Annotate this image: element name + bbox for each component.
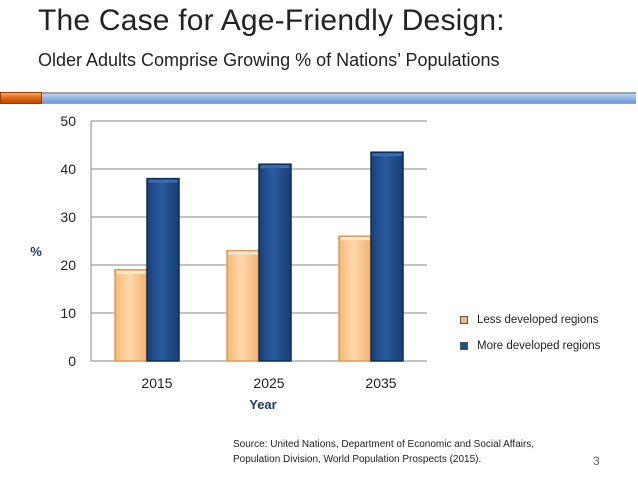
legend-item-more-developed: More developed regions xyxy=(460,338,600,354)
bar-highlight xyxy=(116,270,146,274)
bar-more-developed-2015 xyxy=(146,177,180,362)
legend-item-less-developed: Less developed regions xyxy=(460,312,600,328)
source-line-2: Population Division, World Population Pr… xyxy=(233,454,482,465)
y-axis-title: % xyxy=(30,244,42,259)
chart-legend: Less developed regions More developed re… xyxy=(460,312,600,364)
y-tick-label: 0 xyxy=(68,353,76,369)
slide-subtitle: Older Adults Comprise Growing % of Natio… xyxy=(38,50,500,70)
bar-more-developed-2035 xyxy=(370,151,404,362)
bar-highlight xyxy=(340,237,370,241)
page-number: 3 xyxy=(593,454,600,468)
x-axis-title: Year xyxy=(249,397,276,412)
bar-more-developed-2025 xyxy=(258,163,292,362)
bar-less-developed-2015 xyxy=(114,269,148,362)
bar-highlight xyxy=(148,179,178,183)
slide-title: The Case for Age-Friendly Design: xyxy=(38,4,505,37)
title-divider xyxy=(0,92,638,106)
x-tick-label: 2035 xyxy=(365,375,396,391)
y-tick-label: 30 xyxy=(60,209,76,225)
bar-less-developed-2025 xyxy=(226,249,260,362)
legend-swatch-less-developed xyxy=(460,316,468,324)
y-tick-label: 40 xyxy=(60,161,76,177)
source-note: Source: United Nations, Department of Ec… xyxy=(233,437,534,467)
bar-highlight xyxy=(228,251,258,255)
bar-highlight xyxy=(372,153,402,157)
bar-highlight xyxy=(260,165,290,169)
bar-less-developed-2035 xyxy=(338,235,372,362)
y-tick-label: 10 xyxy=(60,305,76,321)
legend-label-more-developed: More developed regions xyxy=(477,340,601,352)
divider-orange-bar xyxy=(0,92,42,104)
x-tick-label: 2015 xyxy=(141,375,172,391)
divider-blue-bar xyxy=(42,93,636,103)
x-tick-label: 2025 xyxy=(253,375,284,391)
legend-label-less-developed: Less developed regions xyxy=(477,314,599,326)
source-line-1: Source: United Nations, Department of Ec… xyxy=(233,439,535,450)
y-tick-label: 20 xyxy=(60,257,76,273)
legend-swatch-more-developed xyxy=(460,342,468,350)
y-tick-label: 50 xyxy=(60,113,76,129)
